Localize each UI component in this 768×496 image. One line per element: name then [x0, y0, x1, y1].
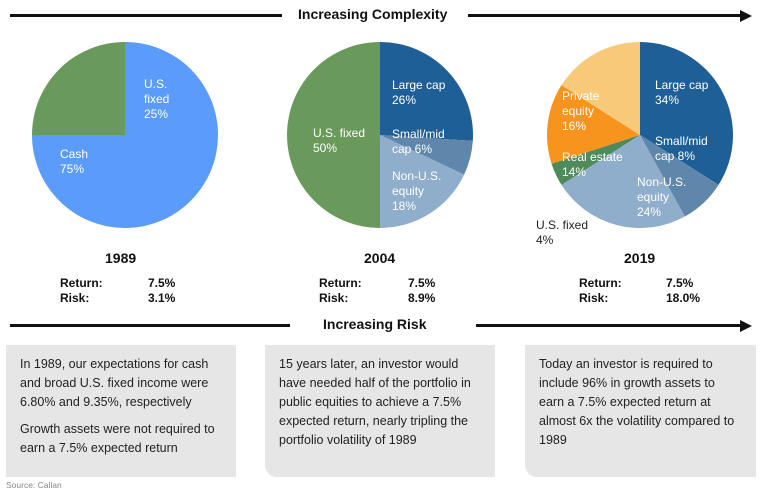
pie-slice-u-s-fixed — [32, 42, 125, 135]
pie-chart-2019: Private equity 16% Large cap 34% Small/m… — [547, 42, 733, 228]
slice-label-nonus-l1: Non-U.S. — [637, 175, 686, 189]
risk-value-2019: 18.0% — [666, 291, 701, 305]
slice-label-cash: Cash — [60, 147, 88, 161]
slice-label-realestate-pct: 14% — [562, 165, 586, 179]
year-2004: 2004 — [364, 250, 396, 266]
pie-slice-non-u-s-equity — [380, 135, 465, 228]
return-value-2004: 7.5% — [408, 276, 436, 290]
complexity-line-right — [468, 14, 740, 17]
pie-slice-small-mid-cap — [380, 135, 473, 175]
risk-label-1989: Risk: — [60, 291, 90, 305]
risk-value-2004: 8.9% — [408, 291, 436, 305]
slice-label-cash-pct: 75% — [60, 162, 84, 176]
pie-slice-small-mid-cap — [640, 135, 719, 217]
pie-slice-real-estate — [547, 85, 640, 164]
note-box-2019: Today an investor is required to include… — [525, 345, 756, 477]
return-label-1989: Return: — [60, 276, 103, 290]
pie-slice-private-equity — [561, 42, 640, 135]
slice-label-usfixed-pct: 25% — [144, 107, 168, 121]
pie-chart-2004: U.S. fixed 50% Large cap 26% Small/mid c… — [287, 42, 473, 228]
note-box-2004: 15 years later, an investor would have n… — [265, 345, 495, 477]
slice-label-realestate: Real estate — [562, 150, 623, 164]
risk-line-left — [10, 324, 290, 327]
slice-label-largecap-pct: 26% — [392, 93, 416, 107]
slice-label-usfixed-l2: fixed — [144, 92, 169, 106]
slice-label-usfixed: U.S. fixed — [313, 126, 365, 140]
source-note: Source: Callan — [6, 480, 62, 490]
pie-slice-large-cap — [640, 42, 733, 185]
risk-value-1989: 3.1% — [148, 291, 176, 305]
note-box-1989: In 1989, our expectations for cash and b… — [6, 345, 236, 477]
pie-chart-1989: Cash 75% U.S. fixed 25% — [32, 42, 218, 228]
slice-label-nonus-l2: equity — [637, 190, 669, 204]
slice-label-2019-usfixed: U.S. fixed 4% — [536, 218, 588, 248]
risk-label-2019: Risk: — [579, 291, 609, 305]
return-label-2004: Return: — [319, 276, 362, 290]
slice-label-nonus-l2: equity — [392, 184, 424, 198]
risk-line-right — [476, 324, 740, 327]
slice-label-private-l2: equity — [562, 104, 594, 118]
pie-slices-2019 — [547, 42, 733, 228]
slice-label-usfixed-pct: 50% — [313, 141, 337, 155]
return-label-2019: Return: — [579, 276, 622, 290]
year-1989: 1989 — [105, 250, 137, 266]
slice-label-largecap: Large cap — [655, 78, 709, 92]
slice-label-private-pct: 16% — [562, 119, 586, 133]
slice-label-nonus-pct: 18% — [392, 199, 416, 213]
risk-label-2004: Risk: — [319, 291, 349, 305]
slice-label-nonus-pct: 24% — [637, 205, 661, 219]
risk-title: Increasing Risk — [323, 316, 427, 332]
pie-slice-large-cap — [380, 42, 473, 141]
note-2004-para-1: 15 years later, an investor would have n… — [279, 357, 471, 447]
slice-label-2019-usfixed-pct: 4% — [536, 233, 554, 247]
complexity-arrow-icon — [740, 10, 752, 22]
risk-arrow-icon — [740, 320, 752, 332]
complexity-title: Increasing Complexity — [298, 6, 448, 22]
slice-label-smallmid-l2: cap 6% — [392, 142, 432, 156]
pie-slice-u-s-fixed — [551, 135, 640, 185]
slice-label-2019-usfixed-name: U.S. fixed — [536, 218, 589, 232]
pie-slice-u-s-fixed — [287, 42, 380, 228]
return-value-1989: 7.5% — [148, 276, 176, 290]
complexity-line-left — [10, 14, 282, 17]
slice-label-smallmid-l2: cap 8% — [655, 149, 695, 163]
pie-slice-non-u-s-equity — [561, 135, 685, 228]
pie-slices-1989 — [32, 42, 218, 228]
year-2019: 2019 — [624, 250, 656, 266]
slice-label-largecap-pct: 34% — [655, 93, 679, 107]
return-value-2019: 7.5% — [666, 276, 694, 290]
pie-slices-2004 — [287, 42, 473, 228]
note-2019-para-1: Today an investor is required to include… — [539, 357, 735, 447]
slice-label-nonus-l1: Non-U.S. — [392, 169, 441, 183]
slice-label-smallmid-l1: Small/mid — [655, 134, 708, 148]
note-1989-para-2: Growth assets were not required to earn … — [20, 422, 215, 455]
slice-label-smallmid-l1: Small/mid — [392, 127, 445, 141]
slice-label-usfixed-l1: U.S. — [144, 77, 167, 91]
note-1989-para-1: In 1989, our expectations for cash and b… — [20, 357, 209, 409]
slice-label-private-l1: Private — [562, 89, 600, 103]
slice-label-largecap: Large cap — [392, 78, 446, 92]
